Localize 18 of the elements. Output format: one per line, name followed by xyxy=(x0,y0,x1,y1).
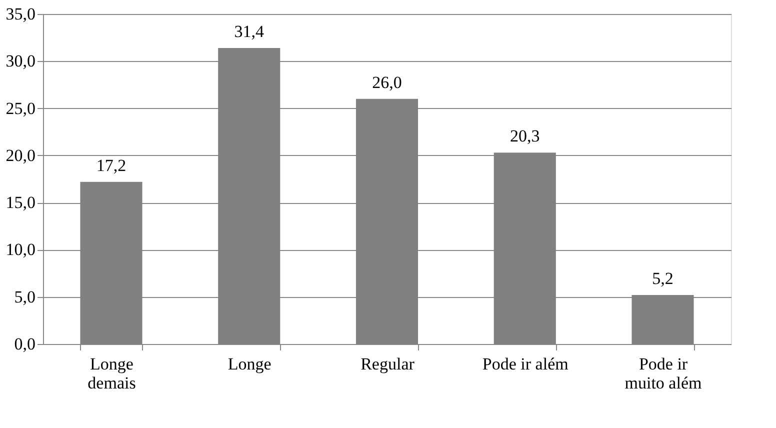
y-tick-label: 35,0 xyxy=(6,4,36,24)
x-tick-label: Pode ir além xyxy=(482,354,568,374)
y-tick-label: 15,0 xyxy=(6,193,36,212)
x-tick-label: Longe xyxy=(228,354,272,374)
x-tick-label: Pode ir muito além xyxy=(624,354,702,392)
y-tick-label: 30,0 xyxy=(6,52,36,71)
data-label: 20,3 xyxy=(510,126,540,146)
data-label: 26,0 xyxy=(372,72,402,92)
y-tick-label: 25,0 xyxy=(6,98,36,118)
x-tick-label: Regular xyxy=(360,354,415,374)
data-label: 17,2 xyxy=(96,156,126,175)
y-tick-label: 5,0 xyxy=(14,287,36,306)
data-label: 31,4 xyxy=(234,22,264,41)
data-label: 5,2 xyxy=(652,268,674,288)
y-tick-label: 20,0 xyxy=(6,146,36,165)
y-tick-label: 10,0 xyxy=(6,240,36,260)
y-tick-label: 0,0 xyxy=(14,334,36,354)
x-tick-label: Longe demais xyxy=(88,354,136,392)
